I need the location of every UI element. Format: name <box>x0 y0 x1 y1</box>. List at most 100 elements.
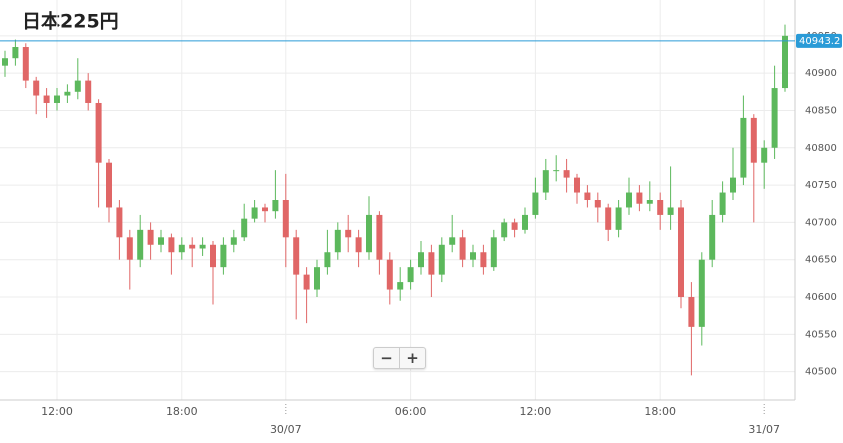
candle-body <box>563 170 570 178</box>
candle-body <box>594 200 601 208</box>
candle-body <box>262 207 268 212</box>
candle-body <box>189 244 196 249</box>
y-tick-label: 40800 <box>805 143 837 154</box>
zoom-controls: − + <box>373 347 426 369</box>
candle-body <box>106 162 112 208</box>
candle-body <box>178 244 185 253</box>
candle-body <box>470 252 476 260</box>
candle-body <box>698 259 705 327</box>
candle-body <box>730 177 736 193</box>
candle-body <box>782 35 788 89</box>
candle-body <box>438 244 445 275</box>
candle-body <box>43 95 50 103</box>
y-tick-label: 40600 <box>805 292 837 303</box>
candle-body <box>740 117 747 178</box>
candle-body <box>480 252 487 268</box>
candle-body <box>678 207 684 298</box>
candle-body <box>12 47 19 59</box>
candle-body <box>22 47 29 81</box>
candle-body <box>397 282 404 290</box>
candle-body <box>334 229 341 253</box>
candle-body <box>605 207 612 230</box>
candle-body <box>303 274 310 290</box>
y-tick-label: 40700 <box>805 217 837 228</box>
candle-body <box>230 237 237 245</box>
zoom-in-button[interactable]: + <box>399 348 425 368</box>
candle-body <box>407 267 414 283</box>
x-tick-label: 30/07 <box>270 423 302 436</box>
y-tick-label: 40900 <box>805 68 837 79</box>
candle-body <box>719 192 726 215</box>
candle-body <box>709 214 716 260</box>
candle-body <box>386 259 393 290</box>
x-tick-label: 12:00 <box>520 405 552 418</box>
candle-body <box>345 229 352 238</box>
candle-body <box>241 218 248 238</box>
candle-body <box>532 192 539 215</box>
candle-body <box>64 91 71 96</box>
candle-body <box>522 214 528 230</box>
candle-body <box>553 170 560 172</box>
x-tick-label: 31/07 <box>748 423 780 436</box>
candle-body <box>574 177 580 193</box>
candle-body <box>761 147 768 163</box>
candle-body <box>95 102 102 163</box>
candle-body <box>449 237 456 245</box>
candle-body <box>137 229 144 260</box>
candle-body <box>251 207 258 219</box>
candle-body <box>542 170 549 193</box>
zoom-out-button[interactable]: − <box>380 349 393 367</box>
candle-body <box>272 200 279 212</box>
candle-body <box>116 207 123 238</box>
candle-body <box>584 192 591 200</box>
candle-body <box>615 207 622 230</box>
candle-body <box>667 207 674 215</box>
x-tick-label: 06:00 <box>395 405 427 418</box>
candle-body <box>428 252 435 275</box>
candle-body <box>168 237 175 253</box>
candle-body <box>220 244 227 268</box>
candle-body <box>199 244 206 249</box>
candle-body <box>636 192 643 204</box>
last-price-label: 40943.2 <box>799 36 840 47</box>
x-tick-label: 12:00 <box>41 405 73 418</box>
candle-body <box>376 214 383 260</box>
candle-body <box>158 237 164 245</box>
y-tick-label: 40650 <box>805 255 837 266</box>
candle-body <box>126 237 133 260</box>
last-price-box <box>796 33 842 48</box>
chart-title: 日本225円 <box>22 10 119 33</box>
candle-body <box>626 192 632 208</box>
x-tick-label: 18:00 <box>166 405 198 418</box>
candle-body <box>511 222 518 230</box>
candle-body <box>282 200 289 238</box>
y-tick-label: 40850 <box>805 105 837 116</box>
candle-body <box>314 267 320 290</box>
candle-body <box>355 237 362 253</box>
candle-body <box>646 200 653 204</box>
candle-body <box>85 80 92 103</box>
candle-body <box>418 252 424 268</box>
candle-body <box>324 252 331 268</box>
y-tick-label: 40550 <box>805 329 837 340</box>
candle-body <box>771 88 778 148</box>
candle-body <box>459 237 466 260</box>
candle-body <box>688 297 695 327</box>
y-tick-label: 40500 <box>805 367 837 378</box>
candle-body <box>366 214 372 253</box>
candle-body <box>293 237 300 275</box>
candle-body <box>210 244 216 268</box>
candle-body <box>657 200 664 215</box>
candle-body <box>147 229 154 245</box>
candle-body <box>54 95 60 103</box>
y-tick-label: 40750 <box>805 180 837 191</box>
candle-body <box>74 80 81 92</box>
candle-body <box>490 237 497 268</box>
candle-body <box>750 117 757 163</box>
x-tick-label: 18:00 <box>644 405 676 418</box>
candle-body <box>33 80 40 96</box>
candle-body <box>501 222 508 238</box>
candle-body <box>2 58 8 66</box>
